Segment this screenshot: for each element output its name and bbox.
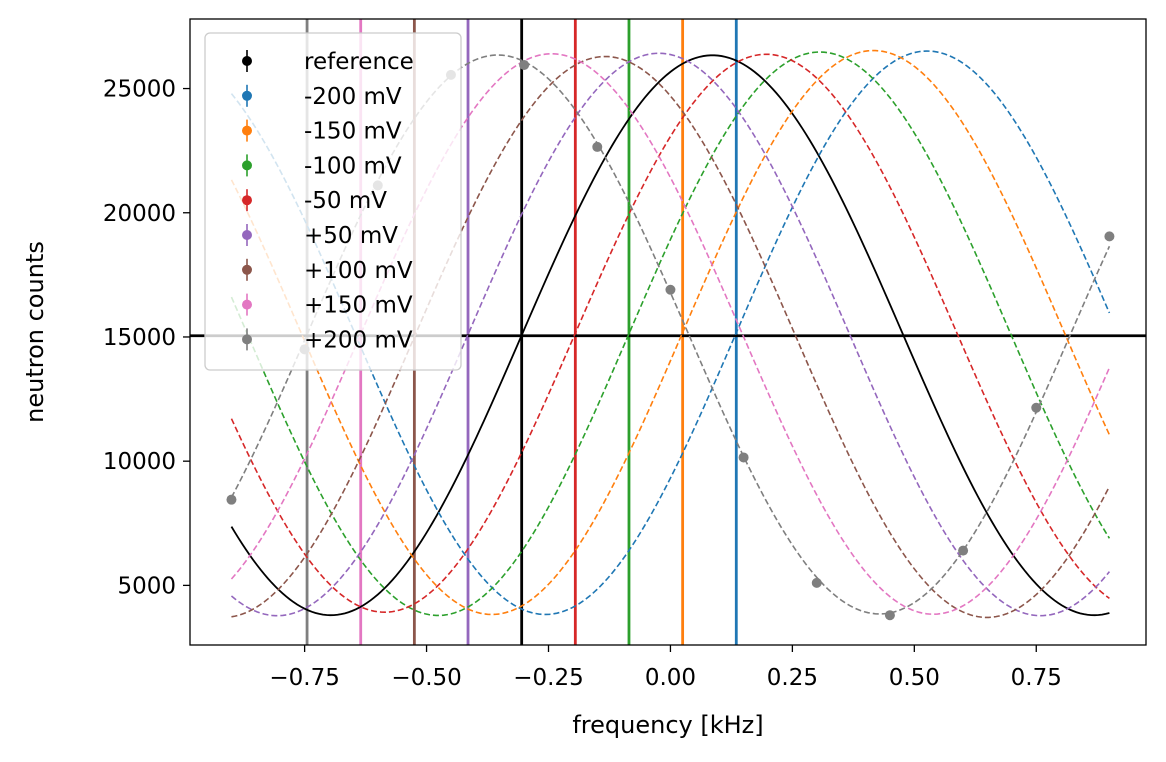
y-tick-label: 10000 [103, 449, 176, 475]
data-point [226, 494, 237, 505]
data-point [1031, 402, 1042, 413]
y-tick-label: 15000 [103, 325, 176, 351]
legend-marker [242, 195, 252, 206]
y-tick-label: 5000 [117, 573, 176, 599]
y-axis-ticks: 5000 10000 15000 20000 25000 [103, 77, 190, 599]
x-tick-label: 0.75 [1011, 665, 1062, 691]
x-tick-label: −0.50 [391, 665, 461, 691]
plot-frame [189, 18, 1147, 646]
legend-label: -150 mV [304, 119, 402, 145]
plot-area [190, 19, 1146, 645]
x-tick-label: −0.75 [269, 665, 339, 691]
legend-marker [242, 125, 252, 136]
x-tick-label: −0.25 [513, 665, 583, 691]
series-curve [230, 49, 1111, 616]
x-axis-label: frequency [kHz] [572, 711, 763, 739]
data-point [592, 141, 603, 152]
series-curve [230, 50, 1111, 616]
legend-label: -200 mV [304, 84, 402, 110]
plot-clip-group [190, 19, 1146, 645]
legend-label: +150 mV [304, 293, 413, 319]
legend: reference -200 mV -150 mV -100 mV -50 mV +50 … [204, 32, 462, 371]
x-tick-label: 0.50 [889, 665, 940, 691]
data-point [884, 610, 895, 621]
data-point [519, 59, 530, 70]
data-point [1104, 231, 1115, 242]
data-point [811, 577, 822, 588]
x-tick-label: 0.25 [767, 665, 818, 691]
y-tick-label: 20000 [103, 201, 176, 227]
y-tick-label: 25000 [103, 77, 176, 103]
x-tick-label: 0.00 [645, 665, 696, 691]
series-curve [230, 54, 1110, 617]
legend-label: +200 mV [304, 327, 413, 353]
legend-marker [242, 90, 252, 101]
series-curve [231, 55, 1111, 619]
legend-label: +50 mV [304, 223, 398, 249]
x-axis-ticks: −0.75 −0.50 −0.25 0.00 0.25 0.50 0.75 [269, 645, 1062, 691]
legend-marker [242, 230, 252, 240]
legend-label: reference [304, 49, 414, 75]
legend-label: -50 mV [304, 188, 387, 214]
series-curve [230, 52, 1111, 617]
legend-marker [242, 334, 252, 345]
y-axis-label: neutron counts [21, 241, 49, 423]
legend-marker [242, 56, 252, 66]
legend-label: -100 mV [304, 153, 402, 179]
axes: −0.75 −0.50 −0.25 0.00 0.25 0.50 0.75 5000 1000… [21, 18, 1147, 739]
legend-label: +100 mV [304, 258, 413, 284]
data-point [665, 284, 676, 295]
legend-box [204, 32, 462, 371]
data-point [738, 452, 749, 463]
data-point [958, 545, 969, 556]
legend-marker [242, 160, 252, 171]
legend-marker [242, 299, 252, 310]
series-curve [230, 51, 1111, 617]
legend-marker [242, 264, 252, 275]
